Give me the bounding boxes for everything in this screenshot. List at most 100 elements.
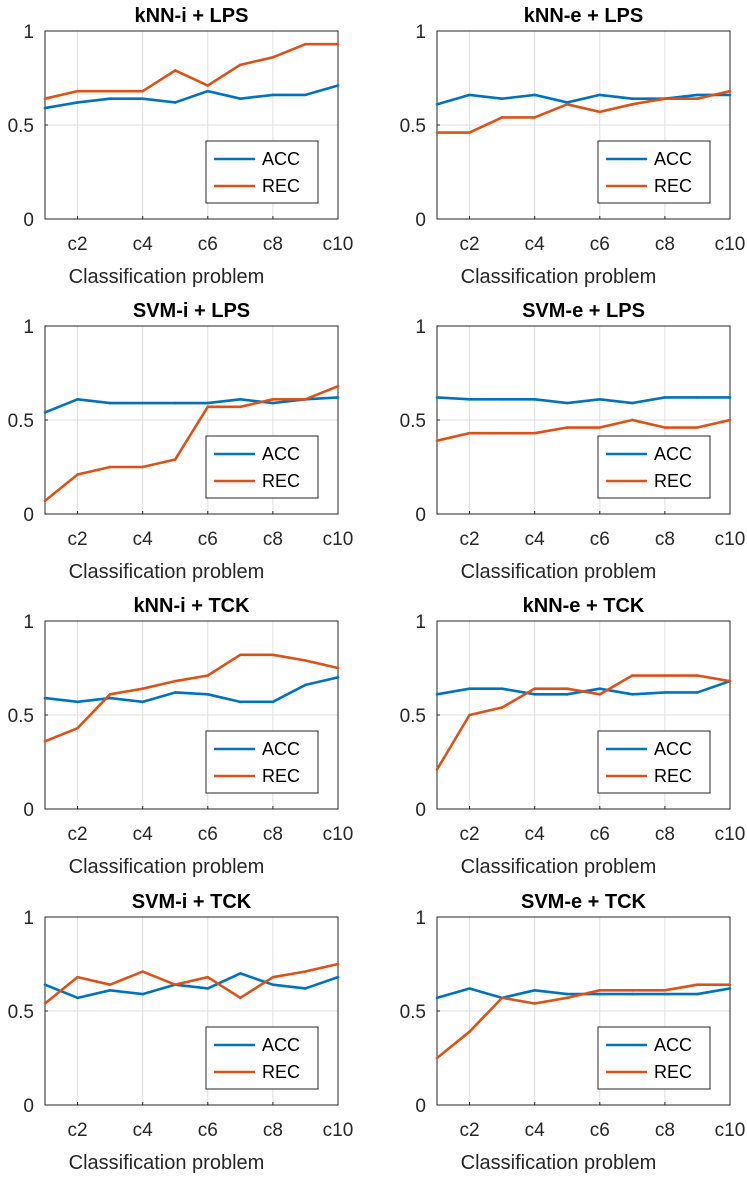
x-tick-label: c10 <box>715 234 746 255</box>
data-point-acc <box>108 97 112 100</box>
data-point-rec <box>631 418 634 422</box>
data-point-rec <box>468 431 471 435</box>
data-point-rec <box>271 56 275 59</box>
data-point-rec <box>43 499 47 503</box>
legend-label-acc: ACC <box>654 444 692 464</box>
data-point-rec <box>728 983 732 986</box>
data-point-rec <box>598 989 602 992</box>
data-point-acc <box>108 696 112 700</box>
data-point-rec <box>173 983 177 986</box>
y-tick-label: 0.5 <box>400 116 426 137</box>
data-point-acc <box>141 97 144 100</box>
legend-box <box>205 730 319 794</box>
x-tick-label: c6 <box>198 1120 218 1141</box>
data-point-rec <box>141 465 144 469</box>
legend-label-acc: ACC <box>654 149 692 169</box>
legend-label-rec: REC <box>262 1062 300 1082</box>
data-point-rec <box>239 996 242 1000</box>
x-tick-label: c10 <box>323 529 354 550</box>
chart-panel: kNN-e + LPS c2 c4 c6 c8 c10 0 0.5 1 Classificatio… <box>400 5 746 288</box>
data-point-rec <box>631 989 634 992</box>
data-point-acc <box>500 97 504 100</box>
legend-label-rec: REC <box>654 1062 692 1082</box>
data-point-acc <box>304 683 307 687</box>
y-tick-label: 0.5 <box>400 706 426 727</box>
x-tick-label: c4 <box>525 1120 546 1141</box>
data-point-acc <box>239 398 242 401</box>
legend-label-acc: ACC <box>262 739 300 759</box>
data-point-rec <box>76 89 79 93</box>
data-point-rec <box>435 768 439 771</box>
data-point-acc <box>141 401 144 405</box>
data-point-acc <box>108 401 112 405</box>
x-tick-label: c2 <box>68 529 88 550</box>
data-point-rec <box>468 1030 471 1033</box>
y-tick-label: 0.5 <box>8 1002 34 1023</box>
data-point-acc <box>336 84 340 87</box>
legend-label-acc: ACC <box>654 1035 692 1055</box>
data-point-acc <box>271 700 275 704</box>
data-point-rec <box>435 1056 439 1060</box>
x-tick-label: c10 <box>323 1120 354 1141</box>
data-point-acc <box>206 987 210 990</box>
series-line-acc <box>44 84 339 110</box>
data-point-rec <box>141 89 144 93</box>
y-tick-label: 1 <box>415 317 426 338</box>
data-point-acc <box>206 89 210 93</box>
y-tick-label: 1 <box>23 612 34 633</box>
legend-box <box>205 1026 319 1090</box>
x-axis-label: Classification problem <box>461 1152 657 1174</box>
y-tick-label: 0.5 <box>8 706 34 727</box>
series-line-acc <box>436 93 730 106</box>
data-point-acc <box>239 972 242 975</box>
data-point-acc <box>696 93 699 97</box>
y-tick-label: 1 <box>23 22 34 43</box>
x-axis-label: Classification problem <box>69 1152 265 1174</box>
data-point-rec <box>663 426 667 429</box>
data-point-acc <box>565 101 569 104</box>
data-point-acc <box>500 687 504 690</box>
data-point-rec <box>533 687 536 690</box>
legend-label-acc: ACC <box>262 149 300 169</box>
x-tick-label: c4 <box>133 1120 154 1141</box>
y-tick-label: 0 <box>415 1096 426 1117</box>
data-point-acc <box>76 101 79 104</box>
data-point-rec <box>141 687 144 690</box>
legend: ACC REC <box>205 1026 319 1090</box>
x-tick-label: c6 <box>198 529 218 550</box>
chart-title: kNN-e + LPS <box>524 5 643 27</box>
data-point-rec <box>108 983 112 986</box>
series-line-rec <box>436 418 731 442</box>
chart-title: SVM-i + TCK <box>132 891 252 913</box>
legend: ACC REC <box>205 435 319 499</box>
x-axis-label: Classification problem <box>461 856 657 878</box>
data-point-rec <box>631 674 634 677</box>
data-point-rec <box>239 63 242 67</box>
data-point-acc <box>173 101 177 104</box>
data-point-acc <box>631 992 634 996</box>
data-point-rec <box>239 653 242 657</box>
series-line-rec <box>44 42 338 100</box>
data-point-rec <box>304 398 307 401</box>
data-point-acc <box>696 992 699 996</box>
series-line-acc <box>44 396 339 414</box>
x-axis-label: Classification problem <box>69 856 265 878</box>
data-point-acc <box>43 983 47 986</box>
x-tick-label: c2 <box>68 1120 88 1141</box>
legend-box <box>597 435 711 499</box>
data-point-acc <box>173 401 177 405</box>
data-point-acc <box>108 989 112 992</box>
legend-label-rec: REC <box>654 176 692 196</box>
series-line-rec <box>44 653 339 743</box>
y-tick-label: 0.5 <box>8 411 34 432</box>
data-point-rec <box>336 962 340 966</box>
data-point-rec <box>565 687 569 690</box>
data-point-acc <box>435 396 439 399</box>
data-point-acc <box>631 693 634 696</box>
x-tick-label: c2 <box>460 529 480 550</box>
data-point-rec <box>206 84 210 87</box>
data-point-acc <box>728 396 732 399</box>
x-axis-label: Classification problem <box>69 266 265 288</box>
legend-label-rec: REC <box>654 766 692 786</box>
